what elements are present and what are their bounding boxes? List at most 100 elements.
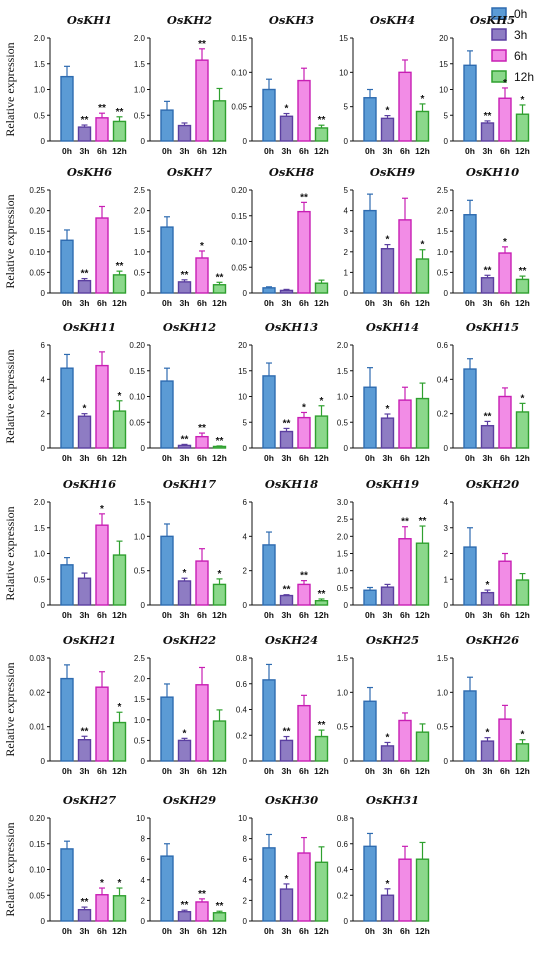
y-tick-label: 1.5 <box>134 498 146 507</box>
significance-label: * <box>218 569 222 580</box>
bar-0h <box>60 564 74 606</box>
y-tick-label: 0 <box>41 444 46 453</box>
y-tick-label: 0 <box>444 444 449 453</box>
x-tick-label: 3h <box>483 766 493 776</box>
y-tick-label: 0.10 <box>231 238 247 247</box>
y-tick-label: 0.4 <box>337 866 349 875</box>
bar-6h <box>95 364 109 449</box>
panel-title: OsKH10 <box>466 165 519 179</box>
y-tick-label: 0.5 <box>437 268 449 277</box>
y-tick-label: 0.20 <box>231 186 247 195</box>
y-tick-label: 0.5 <box>337 418 349 427</box>
y-tick-label: 0.20 <box>29 814 45 823</box>
bar-6h <box>195 257 209 294</box>
bar-0h <box>160 535 174 606</box>
x-tick-label: 0h <box>465 453 475 463</box>
panel-title: OsKH25 <box>366 633 419 647</box>
x-tick-label: 0h <box>365 926 375 936</box>
y-tick-label: 0 <box>344 601 349 610</box>
x-tick-label: 12h <box>112 298 127 308</box>
panel-OsKH18: OsKH18 0 2 4 6 0h ** 3h ** 6h ** 12h <box>243 477 329 620</box>
x-tick-label: 6h <box>97 453 107 463</box>
x-tick-label: 12h <box>212 926 227 936</box>
bar-3h <box>77 908 92 922</box>
y-tick-label: 1.0 <box>34 550 46 559</box>
legend: 0h 3h 6h 12h <box>491 7 534 84</box>
bar-3h <box>480 277 495 294</box>
y-tick-label: 0.10 <box>129 393 145 402</box>
x-tick-label: 3h <box>383 610 393 620</box>
y-tick-label: 1.0 <box>337 688 349 697</box>
bar-12h <box>515 278 530 294</box>
bar-3h <box>77 577 92 606</box>
panel-OsKH5: OsKH5 0 5 10 15 20 0h ** 3h * 6h * 12h <box>439 13 530 156</box>
panel-OsKH22: OsKH22 0 0.5 1.0 1.5 2.0 2.5 0h * 3h 6h 12h <box>134 633 227 776</box>
significance-label: * <box>285 104 289 115</box>
bar-0h <box>160 109 174 142</box>
x-tick-label: 6h <box>299 146 309 156</box>
bar-3h <box>77 126 92 142</box>
y-tick-label: 0 <box>141 289 146 298</box>
significance-label: * <box>503 78 507 89</box>
x-tick-label: 12h <box>314 766 329 776</box>
y-tick-label: 0 <box>41 601 46 610</box>
legend-item-0h: 0h <box>491 7 527 21</box>
bar-12h <box>314 735 329 762</box>
x-tick-label: 3h <box>282 453 292 463</box>
x-tick-label: 12h <box>212 453 227 463</box>
y-axis-labels: Relative expression Relative expression Re… <box>3 42 17 916</box>
significance-label: ** <box>216 272 224 283</box>
x-tick-label: 6h <box>197 146 207 156</box>
bar-6h <box>95 894 109 922</box>
y-tick-label: 0 <box>243 757 248 766</box>
panel-title: OsKH19 <box>366 477 419 491</box>
bar-12h <box>415 258 430 294</box>
bar-3h <box>380 894 395 922</box>
x-tick-label: 6h <box>97 610 107 620</box>
bar-0h <box>262 88 276 142</box>
x-tick-label: 3h <box>180 926 190 936</box>
x-tick-label: 3h <box>80 766 90 776</box>
significance-label: ** <box>181 270 189 281</box>
y-tick-label: 2 <box>141 896 146 905</box>
bar-12h <box>212 583 227 606</box>
bar-12h <box>112 895 127 922</box>
y-tick-label: 5 <box>243 418 248 427</box>
bar-3h <box>177 580 192 606</box>
significance-label: ** <box>116 107 124 118</box>
significance-label: ** <box>216 901 224 912</box>
y-axis-label: Relative expression <box>3 42 17 136</box>
y-tick-label: 1.5 <box>34 60 46 69</box>
bar-3h <box>177 739 192 762</box>
y-tick-label: 1.5 <box>337 550 349 559</box>
bar-3h <box>177 444 192 449</box>
x-tick-label: 12h <box>212 298 227 308</box>
significance-label: * <box>386 732 390 743</box>
x-tick-label: 6h <box>400 146 410 156</box>
y-tick-label: 0 <box>141 137 146 146</box>
bar-6h <box>498 252 512 294</box>
y-tick-label: 20 <box>439 34 448 43</box>
significance-label: ** <box>419 516 427 527</box>
y-tick-label: 0.05 <box>29 891 45 900</box>
y-tick-label: 20 <box>238 341 247 350</box>
y-tick-label: 0.01 <box>29 723 45 732</box>
x-tick-label: 0h <box>162 298 172 308</box>
y-tick-label: 2.0 <box>134 34 146 43</box>
significance-label: ** <box>484 411 492 422</box>
bar-0h <box>262 679 276 762</box>
x-tick-label: 6h <box>299 453 309 463</box>
bar-6h <box>297 210 311 294</box>
x-tick-label: 3h <box>383 766 393 776</box>
x-tick-label: 0h <box>162 766 172 776</box>
bar-12h <box>112 274 127 294</box>
bar-6h <box>195 435 209 449</box>
panel-title: OsKH14 <box>366 320 419 334</box>
bar-12h <box>212 720 227 762</box>
x-tick-label: 6h <box>500 766 510 776</box>
x-tick-label: 0h <box>264 298 274 308</box>
y-tick-label: 0.6 <box>236 680 248 689</box>
bar-12h <box>212 100 227 142</box>
panel-title: OsKH17 <box>163 477 216 491</box>
significance-label: ** <box>401 517 409 528</box>
